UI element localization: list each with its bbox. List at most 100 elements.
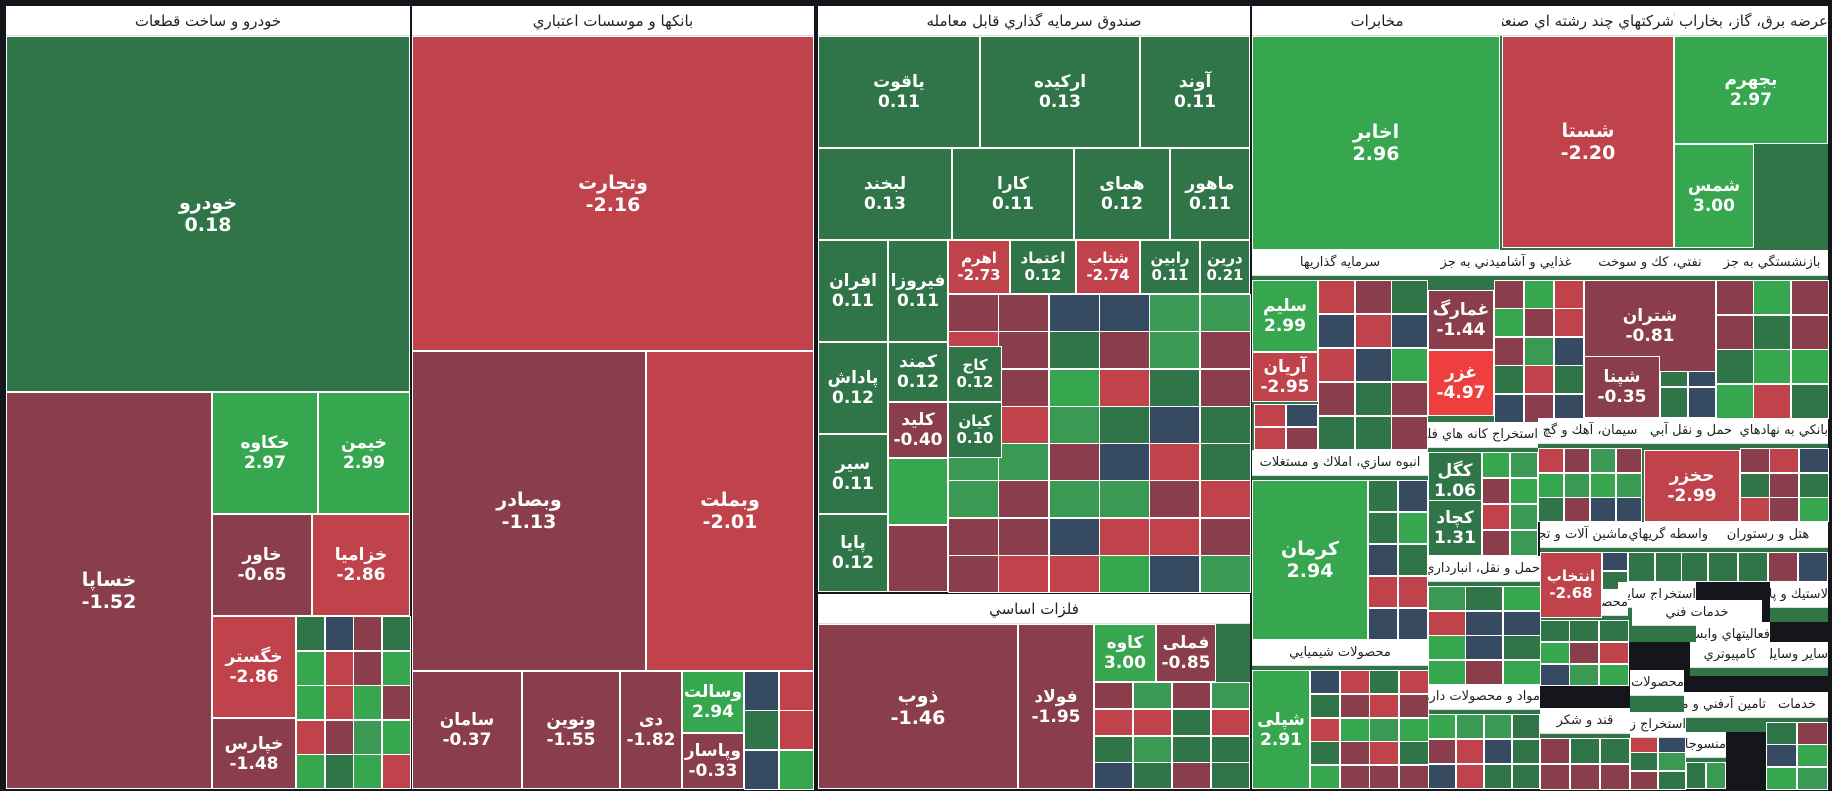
stock-tile-small[interactable] (1769, 448, 1799, 473)
stock-tile-small[interactable] (1368, 608, 1398, 640)
stock-tile[interactable]: آوند 0.11 (1140, 36, 1250, 148)
stock-tile-small[interactable] (1149, 331, 1200, 369)
stock-tile-small[interactable] (1398, 608, 1428, 640)
stock-tile-small[interactable] (1628, 552, 1655, 582)
stock-tile-small[interactable] (1658, 771, 1686, 790)
stock-tile-small[interactable] (1428, 739, 1456, 764)
stock-tile-small[interactable] (948, 480, 999, 518)
stock-tile-small[interactable] (325, 685, 354, 720)
stock-tile-small[interactable] (1254, 427, 1286, 450)
stock-tile-small[interactable] (1049, 443, 1100, 481)
stock-tile-small[interactable] (1540, 664, 1570, 686)
stock-tile-small[interactable] (1538, 473, 1564, 498)
stock-tile[interactable]: وسالت 2.94 (682, 671, 744, 733)
stock-tile-small[interactable] (1569, 664, 1599, 686)
stock-tile-small[interactable] (1753, 349, 1791, 384)
stock-tile-small[interactable] (1465, 635, 1503, 660)
stock-tile-small[interactable] (779, 671, 814, 711)
stock-tile-small[interactable] (1399, 741, 1429, 765)
stock-tile-small[interactable] (1398, 512, 1428, 544)
stock-tile-small[interactable] (1391, 382, 1428, 416)
stock-tile[interactable]: كيان 0.10 (948, 402, 1002, 458)
stock-tile-small[interactable] (1049, 369, 1100, 407)
stock-tile-small[interactable] (1211, 736, 1250, 763)
stock-tile-small[interactable] (1686, 762, 1706, 789)
stock-tile-small[interactable] (1797, 722, 1828, 745)
stock-tile-small[interactable] (1599, 620, 1629, 642)
stock-tile-small[interactable] (1602, 552, 1628, 571)
stock-tile-small[interactable] (1538, 497, 1564, 522)
stock-tile-small[interactable] (325, 754, 354, 789)
stock-tile-small[interactable] (1428, 764, 1456, 789)
stock-tile-small[interactable] (382, 651, 411, 686)
stock-tile[interactable]: افران 0.11 (818, 240, 888, 342)
stock-tile-small[interactable] (382, 754, 411, 789)
stock-tile-small[interactable] (1398, 480, 1428, 512)
stock-tile-small[interactable] (1099, 480, 1150, 518)
stock-tile-small[interactable] (1564, 448, 1590, 473)
stock-tile-small[interactable] (1630, 771, 1658, 790)
stock-tile-small[interactable] (1484, 739, 1512, 764)
stock-tile-small[interactable] (1368, 480, 1398, 512)
stock-tile-small[interactable] (1554, 337, 1584, 366)
stock-tile-small[interactable] (1554, 280, 1584, 309)
stock-tile[interactable]: وپاسار -0.33 (682, 733, 744, 789)
stock-tile[interactable]: پايا 0.12 (818, 514, 888, 592)
stock-tile-small[interactable] (382, 616, 411, 651)
stock-tile-small[interactable] (998, 480, 1049, 518)
stock-tile-small[interactable] (1540, 642, 1570, 664)
stock-tile[interactable]: شستا -2.20 (1502, 36, 1674, 248)
stock-tile[interactable]: كليد -0.40 (888, 402, 948, 458)
stock-tile-small[interactable] (1149, 406, 1200, 444)
stock-tile-small[interactable] (1503, 611, 1541, 636)
stock-tile-small[interactable] (1286, 404, 1318, 427)
stock-tile-small[interactable] (1099, 331, 1150, 369)
stock-tile-small[interactable] (353, 616, 382, 651)
stock-tile[interactable]: آريان -2.95 (1252, 352, 1318, 402)
stock-tile-small[interactable] (1318, 314, 1355, 348)
stock-tile-small[interactable] (1753, 315, 1791, 350)
stock-tile-small[interactable] (1456, 764, 1484, 789)
stock-tile-small[interactable] (1369, 765, 1399, 789)
stock-tile-small[interactable] (296, 720, 325, 755)
stock-tile-small[interactable] (1600, 764, 1630, 790)
stock-tile-small[interactable] (1716, 384, 1754, 419)
stock-tile-small[interactable] (1049, 555, 1100, 593)
stock-tile-small[interactable] (1512, 739, 1540, 764)
stock-tile-small[interactable] (1503, 660, 1541, 685)
stock-tile-small[interactable] (1766, 767, 1797, 790)
stock-tile[interactable]: ذوب -1.46 (818, 624, 1018, 789)
stock-tile-small[interactable] (1688, 387, 1716, 418)
stock-tile-small[interactable] (1494, 365, 1524, 394)
stock-tile[interactable]: اخابر 2.96 (1252, 36, 1500, 250)
stock-tile-small[interactable] (353, 651, 382, 686)
stock-tile-small[interactable] (1399, 718, 1429, 742)
stock-tile-small[interactable] (1094, 682, 1133, 709)
stock-tile-small[interactable] (1049, 331, 1100, 369)
stock-tile[interactable]: همای 0.12 (1074, 148, 1170, 240)
stock-tile-small[interactable] (1099, 555, 1150, 593)
stock-tile-small[interactable] (1554, 365, 1584, 394)
stock-tile-small[interactable] (1172, 682, 1211, 709)
stock-tile-small[interactable] (1099, 369, 1150, 407)
stock-tile-small[interactable] (1149, 480, 1200, 518)
stock-tile-small[interactable] (1465, 586, 1503, 611)
stock-tile-small[interactable] (1540, 764, 1570, 790)
stock-tile-small[interactable] (948, 518, 999, 556)
stock-tile[interactable]: بجهرم 2.97 (1674, 36, 1828, 144)
stock-tile-small[interactable] (1099, 443, 1150, 481)
stock-tile-small[interactable] (1540, 620, 1570, 642)
stock-tile[interactable]: لبخند 0.13 (818, 148, 952, 240)
stock-tile-small[interactable] (1340, 670, 1370, 694)
stock-tile-small[interactable] (1570, 738, 1600, 764)
stock-tile[interactable]: كارا 0.11 (952, 148, 1074, 240)
stock-tile-small[interactable] (1310, 670, 1340, 694)
stock-tile-small[interactable] (1465, 660, 1503, 685)
stock-tile[interactable]: رابين 0.11 (1140, 240, 1200, 294)
stock-tile-small[interactable] (1355, 348, 1392, 382)
stock-tile[interactable]: غزر -4.97 (1428, 350, 1494, 416)
stock-tile-small[interactable] (1798, 552, 1828, 582)
stock-tile[interactable]: وتجارت -2.16 (412, 36, 814, 351)
stock-tile-small[interactable] (1428, 611, 1466, 636)
stock-tile-small[interactable] (1211, 762, 1250, 789)
